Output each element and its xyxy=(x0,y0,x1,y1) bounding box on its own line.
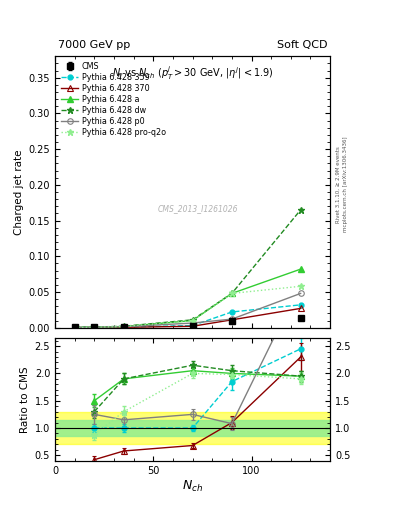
Pythia 6.428 a xyxy=(121,324,126,330)
X-axis label: $N_{ch}$: $N_{ch}$ xyxy=(182,478,203,494)
Text: CMS_2013_I1261026: CMS_2013_I1261026 xyxy=(158,204,238,213)
Bar xyxy=(55,420,330,436)
Pythia 6.428 p0 xyxy=(72,325,77,331)
Legend: CMS, Pythia 6.428 359, Pythia 6.428 370, Pythia 6.428 a, Pythia 6.428 dw, Pythia: CMS, Pythia 6.428 359, Pythia 6.428 370,… xyxy=(59,60,167,139)
Pythia 6.428 370 xyxy=(121,324,126,330)
Pythia 6.428 pro-q2o xyxy=(190,317,195,324)
Line: Pythia 6.428 359: Pythia 6.428 359 xyxy=(72,303,303,330)
Y-axis label: Charged jet rate: Charged jet rate xyxy=(15,150,24,234)
Line: Pythia 6.428 dw: Pythia 6.428 dw xyxy=(71,206,304,331)
Pythia 6.428 p0 xyxy=(121,324,126,330)
Y-axis label: Ratio to CMS: Ratio to CMS xyxy=(20,366,31,433)
Pythia 6.428 pro-q2o xyxy=(230,290,234,296)
Line: Pythia 6.428 a: Pythia 6.428 a xyxy=(72,266,304,331)
Line: Pythia 6.428 370: Pythia 6.428 370 xyxy=(72,305,304,331)
Pythia 6.428 a xyxy=(190,317,195,324)
Pythia 6.428 a xyxy=(230,290,234,296)
Pythia 6.428 370 xyxy=(230,317,234,323)
Pythia 6.428 359 xyxy=(72,325,77,331)
Pythia 6.428 a xyxy=(72,325,77,331)
Pythia 6.428 pro-q2o xyxy=(121,324,126,330)
Pythia 6.428 dw xyxy=(72,325,77,331)
Pythia 6.428 359 xyxy=(92,324,97,330)
Pythia 6.428 370 xyxy=(298,305,303,311)
Pythia 6.428 p0 xyxy=(92,324,97,330)
Pythia 6.428 p0 xyxy=(190,320,195,326)
Text: $N_j$ vs $N_{ch}$ ($p_T^j>30$ GeV, $|\eta^j|<1.9$): $N_j$ vs $N_{ch}$ ($p_T^j>30$ GeV, $|\et… xyxy=(112,65,273,82)
Pythia 6.428 pro-q2o xyxy=(72,325,77,331)
Pythia 6.428 dw xyxy=(230,290,234,296)
Pythia 6.428 pro-q2o xyxy=(298,283,303,289)
Pythia 6.428 370 xyxy=(72,325,77,331)
Pythia 6.428 370 xyxy=(190,323,195,329)
Pythia 6.428 dw xyxy=(121,323,126,329)
Pythia 6.428 p0 xyxy=(230,316,234,322)
Pythia 6.428 a xyxy=(298,266,303,272)
Pythia 6.428 370 xyxy=(92,325,97,331)
Pythia 6.428 dw xyxy=(190,317,195,323)
Pythia 6.428 dw xyxy=(92,324,97,330)
Pythia 6.428 359 xyxy=(190,323,195,329)
Pythia 6.428 p0 xyxy=(298,290,303,296)
Pythia 6.428 359 xyxy=(121,324,126,330)
Text: mcplots.cern.ch [arXiv:1306.3436]: mcplots.cern.ch [arXiv:1306.3436] xyxy=(343,137,348,232)
Pythia 6.428 359 xyxy=(298,302,303,308)
Bar xyxy=(55,412,330,444)
Pythia 6.428 dw xyxy=(298,207,303,213)
Text: Rivet 3.1.10, ≥ 2.9M events: Rivet 3.1.10, ≥ 2.9M events xyxy=(336,146,341,223)
Pythia 6.428 pro-q2o xyxy=(92,324,97,330)
Pythia 6.428 359 xyxy=(230,309,234,315)
Pythia 6.428 a xyxy=(92,324,97,330)
Line: Pythia 6.428 pro-q2o: Pythia 6.428 pro-q2o xyxy=(71,283,304,331)
Text: 7000 GeV pp: 7000 GeV pp xyxy=(58,39,130,50)
Line: Pythia 6.428 p0: Pythia 6.428 p0 xyxy=(72,291,303,330)
Text: Soft QCD: Soft QCD xyxy=(277,39,327,50)
